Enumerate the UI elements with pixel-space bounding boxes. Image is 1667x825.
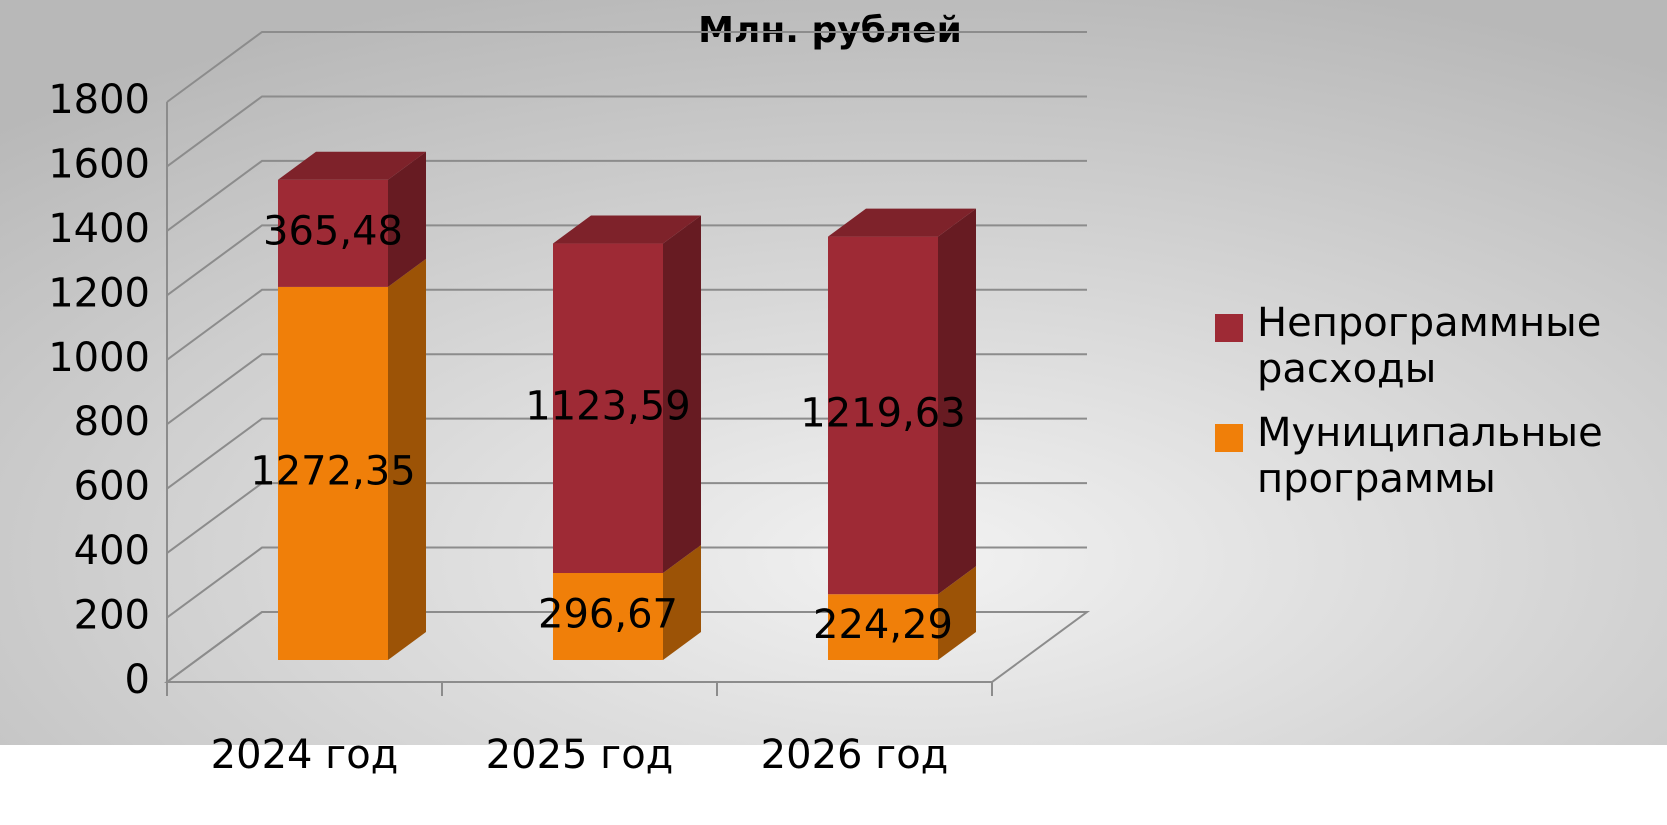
bar-side bbox=[663, 215, 701, 574]
y-tick-label: 1800 bbox=[48, 77, 150, 123]
bar bbox=[828, 236, 938, 595]
bar bbox=[278, 179, 388, 287]
legend-swatch bbox=[1215, 314, 1243, 342]
grid-line bbox=[166, 31, 1087, 103]
legend-label: Муниципальные программы bbox=[1257, 410, 1603, 502]
data-label: 296,67 bbox=[538, 592, 678, 638]
data-label: 1123,59 bbox=[525, 383, 690, 429]
bar-side bbox=[663, 545, 701, 660]
grid-line bbox=[166, 546, 1087, 619]
y-tick-label: 1000 bbox=[48, 335, 150, 381]
y-tick-label: 600 bbox=[74, 464, 150, 510]
grid-line bbox=[166, 288, 1087, 361]
bar-side bbox=[938, 566, 976, 660]
bar-side bbox=[938, 208, 976, 595]
grid-line bbox=[166, 159, 1087, 232]
bar bbox=[278, 286, 388, 660]
legend-label: Непрограммные расходы bbox=[1257, 300, 1602, 392]
legend-swatch bbox=[1215, 424, 1243, 452]
data-label: 365,48 bbox=[263, 208, 403, 254]
grid-line bbox=[166, 353, 1087, 426]
bar bbox=[553, 243, 663, 574]
grid-line bbox=[166, 95, 1087, 168]
grid-line bbox=[166, 224, 1087, 297]
grid-line bbox=[166, 482, 1087, 554]
legend-item: Муниципальные программы bbox=[1215, 410, 1655, 502]
x-tick-label: 2026 год bbox=[761, 732, 949, 778]
chart-title: Млн. рублей bbox=[698, 10, 962, 51]
bar bbox=[828, 594, 938, 660]
x-tick-label: 2025 год bbox=[486, 732, 674, 778]
legend-item: Непрограммные расходы bbox=[1215, 300, 1655, 392]
data-label: 1272,35 bbox=[250, 448, 415, 494]
bar-top bbox=[278, 151, 426, 180]
bar bbox=[553, 573, 663, 660]
y-tick-label: 1600 bbox=[48, 141, 150, 187]
y-tick-label: 1200 bbox=[48, 270, 150, 316]
bar-top bbox=[828, 208, 976, 237]
y-tick-label: 400 bbox=[74, 528, 150, 574]
y-tick-label: 1400 bbox=[48, 206, 150, 252]
background-bottom bbox=[0, 745, 1667, 825]
y-tick-label: 0 bbox=[125, 657, 150, 703]
grid-line bbox=[166, 611, 1087, 683]
x-tick-label: 2024 год bbox=[211, 732, 399, 778]
data-label: 224,29 bbox=[813, 602, 953, 648]
legend: Непрограммные расходы Муниципальные прогр… bbox=[1215, 300, 1655, 520]
bar-side bbox=[388, 151, 426, 287]
data-label: 1219,63 bbox=[800, 390, 965, 436]
grid-line bbox=[166, 417, 1087, 490]
y-tick-label: 200 bbox=[74, 593, 150, 639]
bar-side bbox=[388, 258, 426, 660]
bar-top bbox=[553, 215, 701, 244]
y-tick-label: 800 bbox=[74, 399, 150, 445]
